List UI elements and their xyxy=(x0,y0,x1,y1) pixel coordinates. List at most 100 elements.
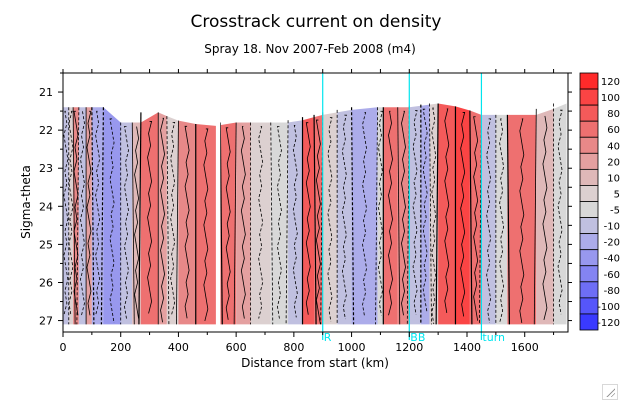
contour-line xyxy=(469,110,473,325)
field-band xyxy=(63,107,69,325)
contour-line xyxy=(258,126,264,319)
contour-line xyxy=(460,112,466,317)
colorbar-swatch xyxy=(579,265,599,283)
contour-line xyxy=(68,110,74,316)
field-band xyxy=(455,106,470,325)
x-tick-label: 1600 xyxy=(511,341,539,354)
contour-line xyxy=(131,122,135,325)
field-band xyxy=(78,107,87,325)
field-band xyxy=(220,122,237,325)
field-band xyxy=(132,122,141,325)
x-tick-label: 1000 xyxy=(338,341,366,354)
contour-field xyxy=(63,73,567,332)
field-band xyxy=(553,103,567,325)
contour-line xyxy=(305,122,311,315)
colorbar-label: 60 xyxy=(607,125,620,136)
x-tick-label: 1400 xyxy=(453,341,481,354)
contour-line xyxy=(63,110,69,316)
contour-line xyxy=(362,112,367,317)
contour-line xyxy=(100,107,104,325)
colorbar-swatch xyxy=(579,104,599,122)
contour-line xyxy=(473,116,479,321)
colorbar-label: 80 xyxy=(607,109,620,120)
field-band xyxy=(507,114,537,325)
contour-line xyxy=(350,107,355,325)
colorbar-label: -80 xyxy=(604,286,620,297)
colorbar-swatch xyxy=(579,217,599,235)
contour-line xyxy=(285,120,289,325)
contour-line xyxy=(486,118,492,323)
contour-line xyxy=(412,110,418,315)
field-band xyxy=(195,124,216,325)
marker-label: turn xyxy=(482,331,505,344)
contour-line xyxy=(422,108,428,314)
contour-line xyxy=(327,117,333,322)
colorbar-swatch xyxy=(579,152,599,170)
colorbar-swatch xyxy=(579,136,599,154)
contour-line xyxy=(233,122,237,325)
contour-line xyxy=(313,114,317,325)
colorbar-swatch xyxy=(579,168,599,186)
contour-line xyxy=(138,112,142,325)
field-band xyxy=(377,107,384,325)
contour-line xyxy=(444,108,450,313)
contour-line xyxy=(506,114,510,325)
contour-line xyxy=(147,121,153,314)
colorbar-swatch xyxy=(579,313,599,331)
colorbar-label: -5 xyxy=(610,206,620,217)
contour-line xyxy=(134,126,139,319)
colorbar-swatch xyxy=(579,72,599,90)
colorbar-swatch xyxy=(579,88,599,106)
colorbar-label: -10 xyxy=(604,222,620,233)
contour-line xyxy=(184,125,190,319)
x-tick-label: 200 xyxy=(110,341,131,354)
field-band xyxy=(103,107,121,325)
contour-line xyxy=(435,103,439,325)
contour-line xyxy=(499,118,505,323)
marker-label: BB xyxy=(410,331,425,344)
field-band xyxy=(120,122,133,325)
field-band xyxy=(420,104,430,325)
field-band xyxy=(495,114,508,325)
y-tick-label: 22 xyxy=(39,124,53,137)
contour-line xyxy=(542,115,548,320)
contour-line xyxy=(378,110,383,316)
contour-line xyxy=(86,110,92,316)
x-tick-label: 600 xyxy=(226,341,247,354)
contour-line xyxy=(240,126,246,319)
chart-title: Crosstrack current on density xyxy=(191,12,442,32)
contour-line xyxy=(401,110,406,316)
contour-line xyxy=(76,107,80,325)
y-tick-label: 23 xyxy=(39,162,53,175)
colorbar-swatch xyxy=(579,297,599,315)
contour-line xyxy=(160,117,165,323)
contour-line xyxy=(519,118,525,323)
contour-line xyxy=(292,124,298,318)
contour-line xyxy=(431,107,437,325)
x-tick-label: 0 xyxy=(60,341,67,354)
resize-grip-icon[interactable] xyxy=(602,384,618,400)
colorbar-label: -120 xyxy=(597,318,620,329)
y-tick-label: 26 xyxy=(39,276,53,289)
contour-line xyxy=(341,114,347,320)
marker-label: R xyxy=(324,331,332,344)
contour-line xyxy=(219,122,223,325)
x-tick-label: 400 xyxy=(168,341,189,354)
section-markers: R BB turn xyxy=(322,73,505,344)
field-band xyxy=(288,120,303,325)
colorbar-label: 100 xyxy=(601,93,620,104)
y-tick-label: 25 xyxy=(39,238,53,251)
y-axis: 21 22 23 24 25 26 27 xyxy=(39,72,572,328)
contour-line xyxy=(95,110,101,316)
colorbar-label: -20 xyxy=(604,238,620,249)
field-band xyxy=(178,120,196,325)
colorbar-label: 5 xyxy=(614,189,620,200)
colorbar-swatch xyxy=(579,249,599,267)
x-tick-label: 1200 xyxy=(395,341,423,354)
field-band xyxy=(302,117,315,325)
contour-line xyxy=(375,107,378,325)
colorbar-label: -100 xyxy=(597,302,620,313)
field-band xyxy=(429,103,439,325)
colorbar-label: 20 xyxy=(607,157,620,168)
contour-line xyxy=(557,109,563,315)
